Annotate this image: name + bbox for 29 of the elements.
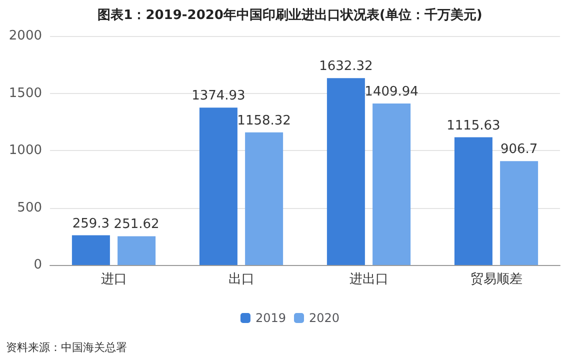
x-tick-label: 进口 [100,272,127,287]
data-label: 1632.32 [319,59,373,74]
bar [118,236,156,265]
chart-title: 图表1：2019-2020年中国印刷业进出口状况表(单位：千万美元) [98,7,482,23]
bar [372,104,411,265]
y-tick-label: 500 [17,200,42,216]
legend-label: 2019 [255,311,286,325]
legend-label: 2020 [309,311,340,325]
data-label: 1158.32 [237,113,291,128]
x-tick-label: 贸易顺差 [470,272,522,287]
text: 资料来源：中国海关总署 [6,341,127,354]
bar [454,137,492,265]
data-label: 259.3 [72,216,110,232]
data-label: 1374.93 [192,88,246,104]
bar [500,161,538,265]
x-tick-label: 进出口 [349,272,388,287]
data-label: 1115.63 [446,118,500,134]
bar [199,108,238,265]
bar [72,235,110,265]
data-label: 906.7 [500,142,538,158]
data-label: 251.62 [114,217,160,232]
bar [245,132,284,265]
x-tick-label: 出口 [228,272,254,287]
data-label: 1409.94 [364,84,418,100]
y-tick-label: 1000 [8,143,42,158]
y-tick-label: 1500 [8,86,42,101]
y-tick-label: 2000 [8,28,42,44]
bar [326,78,365,265]
y-tick-label: 0 [34,258,42,272]
